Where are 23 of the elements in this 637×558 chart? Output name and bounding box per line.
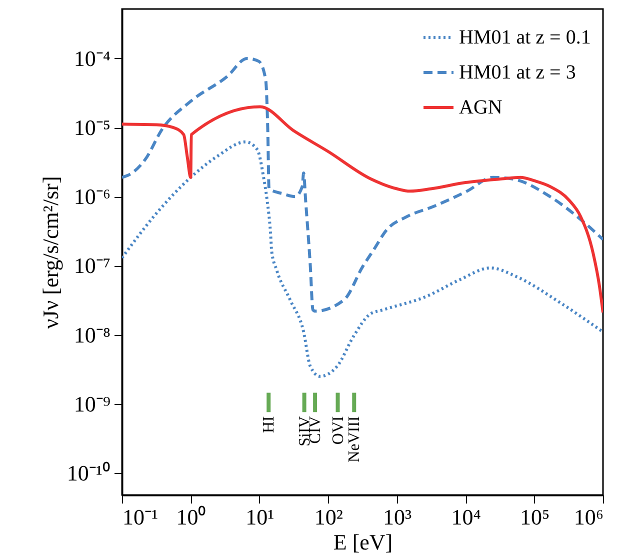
data-label: OVI xyxy=(330,416,347,445)
y-tick-label: 10⁻⁵ xyxy=(74,115,110,140)
y-tick-label: 10⁻⁶ xyxy=(74,184,110,210)
x-tick-label: 10¹ xyxy=(246,504,274,530)
y-tick-label: 10⁻⁹ xyxy=(74,391,111,416)
x-tick-label: 10⁻¹ xyxy=(122,504,158,530)
data-label: NeVIII xyxy=(346,416,364,462)
x-axis-title: E [eV] xyxy=(333,530,393,554)
legend-label: HM01 at z = 3 xyxy=(459,62,576,84)
legend-label: HM01 at z = 0.1 xyxy=(459,26,591,48)
data-label: HI xyxy=(260,416,278,434)
y-tick-label: 10⁻⁴ xyxy=(74,46,111,71)
y-tick-label: 10⁻¹⁰ xyxy=(66,460,110,486)
y-tick-label: 10⁻⁷ xyxy=(74,253,110,278)
y-axis-title: νJν [erg/s/cm²/sr] xyxy=(38,176,63,329)
x-tick-label: 10⁴ xyxy=(451,504,482,530)
legend-label: AGN xyxy=(459,96,502,118)
x-tick-label: 10³ xyxy=(383,504,412,530)
x-tick-label: 10⁶ xyxy=(574,504,604,530)
y-tick-label: 10⁻⁸ xyxy=(74,322,110,348)
x-tick-label: 10⁵ xyxy=(520,504,550,530)
x-tick-label: 10² xyxy=(314,504,344,530)
x-tick-label: 10⁰ xyxy=(176,504,206,530)
